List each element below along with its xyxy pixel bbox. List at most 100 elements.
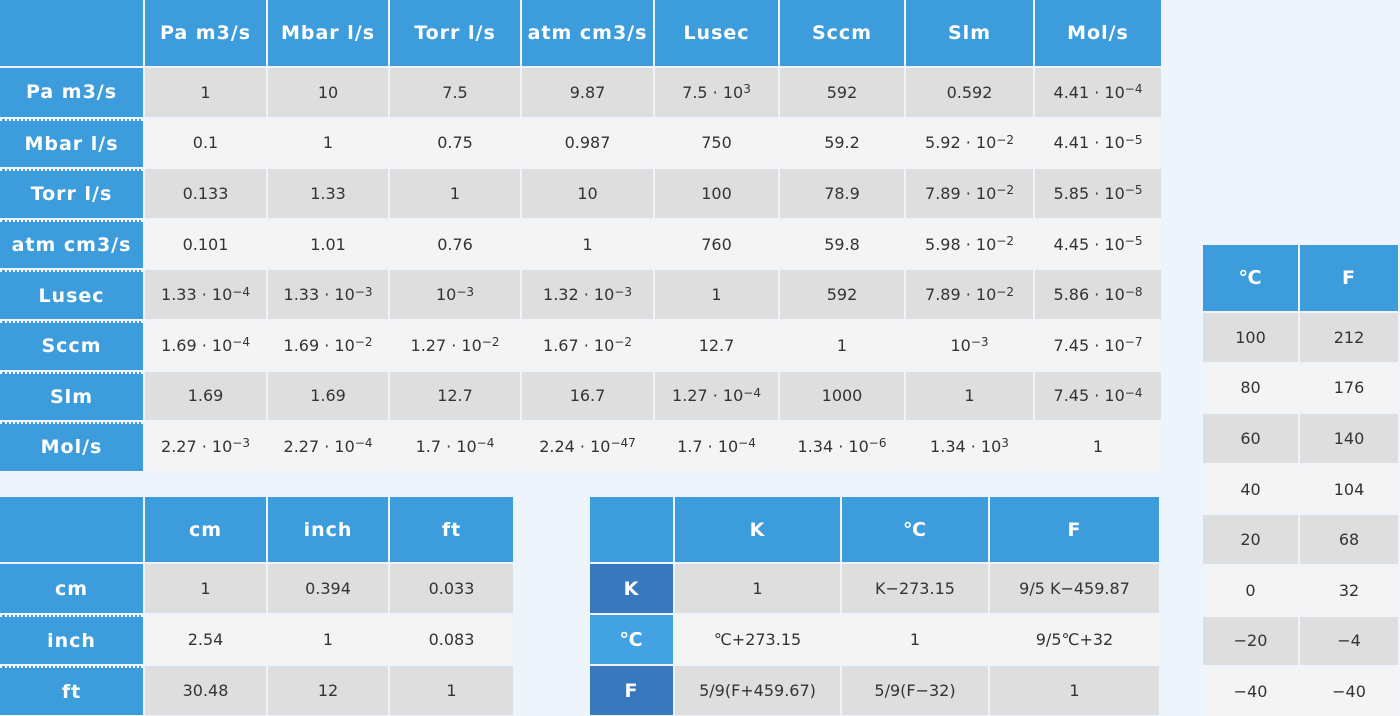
cell: 5/9(F−32) [842, 666, 988, 715]
cell: 0.75 [390, 118, 520, 168]
cell-text: 7.45 · 10 [1053, 335, 1125, 355]
exponent: −3 [970, 335, 989, 350]
cell: 59.8 [780, 219, 904, 269]
cell: 1 [522, 219, 653, 269]
column-header: ℃ [1203, 245, 1298, 311]
cell: 592 [780, 68, 904, 117]
cell: 1.33 [268, 169, 388, 218]
cell: 7.89 · 10 −2 [906, 169, 1033, 218]
cell: 1.33 · 10 −3 [268, 270, 388, 319]
exponent: −4 [738, 436, 756, 451]
cell: 0.033 [390, 564, 513, 613]
row-header: ft [0, 666, 143, 715]
cell: 10 −3 [390, 270, 520, 319]
cell: 1.33 · 10 −4 [145, 270, 266, 319]
cell: 12 [268, 666, 388, 715]
cell: −40 [1300, 667, 1398, 716]
cell: 5/9(F+459.67) [675, 666, 840, 715]
cell: 1 [780, 321, 904, 370]
cell: 1 [145, 564, 266, 613]
cell: 100 [655, 169, 778, 218]
exponent: −6 [868, 436, 887, 451]
cell: 1.69 [268, 371, 388, 421]
exponent: −2 [481, 335, 500, 350]
cell: 5.98 · 10 −2 [906, 219, 1033, 269]
cell-text: 1.67 · 10 [543, 335, 615, 355]
column-header: Sccm [780, 0, 904, 66]
column-header: ft [390, 497, 513, 562]
cell: 7.89 · 10 −2 [906, 270, 1033, 319]
cell: 59.2 [780, 118, 904, 168]
cell-text: 10 [435, 285, 457, 305]
cell: 2.24 · 10 −47 [522, 422, 653, 471]
exponent: −2 [614, 335, 632, 350]
column-header: inch [268, 497, 388, 562]
cell: 100 [1203, 313, 1298, 362]
cell: 0.592 [906, 68, 1033, 117]
exponent: −4 [1124, 82, 1143, 97]
exponent: −47 [610, 436, 636, 451]
exponent: −4 [476, 436, 495, 451]
exponent: −2 [996, 234, 1014, 249]
cell: 1.69 · 10 −4 [145, 321, 266, 370]
row-header: Sccm [0, 321, 143, 370]
cell-text: 5.98 · 10 [925, 234, 997, 254]
cell-text: 5.92 · 10 [925, 133, 997, 153]
cell: 9/5 K−459.87 [990, 564, 1159, 613]
cell: 0.133 [145, 169, 266, 218]
cell-text: 4.41 · 10 [1053, 133, 1125, 153]
row-header: K [590, 564, 673, 613]
cell-text: 1.7 · 10 [677, 436, 739, 456]
corner-cell [0, 0, 143, 66]
cell: 1.69 [145, 371, 266, 421]
cell: K−273.15 [842, 564, 988, 613]
cell: 1.69 · 10 −2 [268, 321, 388, 370]
cell: 1 [655, 270, 778, 319]
exponent: −5 [1124, 132, 1143, 147]
corner-cell [0, 497, 143, 562]
cell: 1 [268, 615, 388, 664]
cell-text: 2.27 · 10 [283, 436, 355, 456]
cell: 1000 [780, 371, 904, 421]
exponent: −2 [996, 183, 1014, 198]
exponent: −7 [1124, 335, 1143, 350]
cell-text: 1.27 · 10 [410, 335, 482, 355]
cell: 1 [390, 169, 520, 218]
row-header: ℃ [590, 615, 673, 664]
cell: 30.48 [145, 666, 266, 715]
exponent: −5 [1124, 183, 1143, 198]
cell-text: 1.27 · 10 [672, 386, 744, 406]
exponent: −3 [456, 284, 475, 299]
cell: 1.7 · 10 −4 [390, 422, 520, 471]
cell-text: 5.86 · 10 [1053, 285, 1125, 305]
row-header: cm [0, 564, 143, 613]
cell: 60 [1203, 414, 1298, 463]
cell-text: 1.32 · 10 [543, 285, 615, 305]
cell: 1 [145, 68, 266, 117]
cell-text: 1.7 · 10 [415, 436, 477, 456]
exponent: −2 [996, 284, 1014, 299]
cell: 1 [990, 666, 1159, 715]
row-header: Mbar l/s [0, 118, 143, 168]
cell: 10 [522, 169, 653, 218]
cell: 4.41 · 10 −5 [1035, 118, 1161, 168]
cell: 2.27 · 10 −4 [268, 422, 388, 471]
cell: −40 [1203, 667, 1298, 716]
cell: 78.9 [780, 169, 904, 218]
cell: 0 [1203, 566, 1298, 615]
column-header: Slm [906, 0, 1033, 66]
column-header: atm cm3/s [522, 0, 653, 66]
exponent: −4 [232, 284, 250, 299]
cell: 4.41 · 10 −4 [1035, 68, 1161, 117]
cell-text: 7.45 · 10 [1053, 386, 1125, 406]
exponent: 3 [1001, 436, 1009, 451]
row-header: Pa m3/s [0, 68, 143, 117]
cell: 1.34 · 10 −6 [780, 422, 904, 471]
column-header: Torr l/s [390, 0, 520, 66]
cell: 12.7 [655, 321, 778, 370]
cell: 1.01 [268, 219, 388, 269]
cell: 9/5℃+32 [990, 615, 1159, 664]
cell: 1 [842, 615, 988, 664]
column-header: Lusec [655, 0, 778, 66]
cell-text: 1.69 · 10 [283, 335, 355, 355]
